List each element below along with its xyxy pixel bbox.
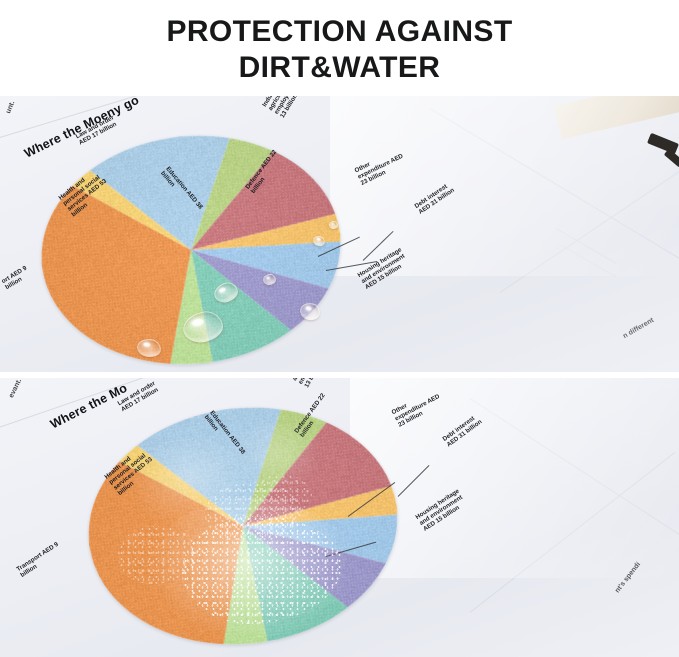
- pie-chart-bottom: [75, 390, 411, 657]
- title-line-2: DIRT&WATER: [239, 50, 441, 86]
- photo-divider: [0, 372, 679, 378]
- water-droplet: [329, 221, 338, 229]
- water-protection-photo: Where the Moeny go Health and personal s…: [0, 96, 679, 372]
- title-line-1: PROTECTION AGAINST: [166, 14, 512, 50]
- dirt-protection-photo: Where the Mo Health and personal social …: [0, 378, 679, 657]
- pie-slices-canvas: [75, 390, 411, 657]
- header-banner: PROTECTION AGAINST DIRT&WATER: [0, 0, 679, 96]
